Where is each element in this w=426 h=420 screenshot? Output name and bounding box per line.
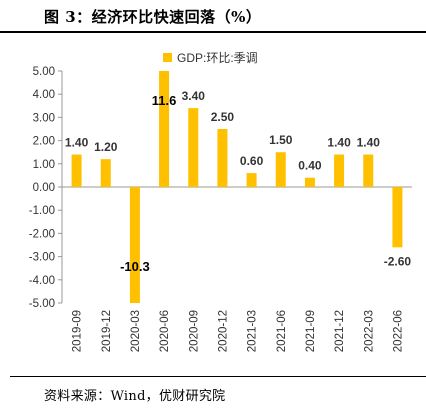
bar bbox=[71, 154, 82, 187]
y-tick-label: -5.00 bbox=[29, 298, 55, 310]
y-tick-label: -3.00 bbox=[29, 252, 55, 264]
header-rule bbox=[0, 31, 426, 33]
legend-swatch bbox=[163, 53, 172, 62]
footer-rule bbox=[10, 376, 426, 377]
data-label: -2.60 bbox=[384, 254, 412, 268]
x-tick-label: 2019-12 bbox=[101, 310, 113, 352]
data-labels: 1.40 1.20 -10.3 11.6 3.40 2.50 0.60 1.50 0.40 1.4… bbox=[65, 89, 412, 274]
y-tick-label: -4.00 bbox=[29, 275, 55, 287]
data-label: 11.6 bbox=[152, 93, 177, 108]
x-axis: 2019-09 2019-12 2020-03 2020-06 2020-09 2020-… bbox=[62, 186, 412, 352]
bar bbox=[188, 108, 199, 187]
x-tick-label: 2020-09 bbox=[188, 310, 200, 352]
bar bbox=[392, 187, 403, 248]
y-tick-label: 4.00 bbox=[33, 89, 55, 101]
data-label: 1.40 bbox=[65, 136, 89, 150]
data-label: 1.40 bbox=[357, 136, 381, 150]
x-tick-label: 2021-03 bbox=[247, 310, 259, 352]
chart-legend: GDP:环比:季调 bbox=[163, 51, 258, 65]
bar bbox=[334, 154, 345, 187]
x-tick-label: 2021-09 bbox=[305, 310, 317, 352]
data-label: 1.50 bbox=[269, 133, 293, 147]
legend-label: GDP:环比:季调 bbox=[177, 51, 258, 65]
y-tick-label: -1.00 bbox=[29, 205, 55, 217]
bar-series bbox=[71, 71, 403, 303]
x-tick-label: 2020-06 bbox=[159, 310, 171, 352]
data-label: 3.40 bbox=[182, 89, 206, 103]
x-tick-label: 2019-09 bbox=[72, 310, 84, 352]
y-tick-label: 1.00 bbox=[33, 159, 55, 171]
data-label: 2.50 bbox=[211, 110, 235, 124]
bar bbox=[100, 159, 111, 187]
data-label: 0.40 bbox=[298, 159, 322, 173]
x-tick-label: 2021-12 bbox=[334, 310, 346, 352]
x-tick-label: 2020-03 bbox=[130, 310, 142, 352]
data-label: 1.20 bbox=[94, 140, 118, 154]
y-tick-label: 2.00 bbox=[33, 136, 55, 148]
source-note: 资料来源：Wind，优财研究院 bbox=[44, 389, 226, 404]
data-label: 0.60 bbox=[240, 154, 264, 168]
y-tick-label: 5.00 bbox=[33, 66, 55, 78]
y-tick-label: 3.00 bbox=[33, 112, 55, 124]
bar bbox=[363, 154, 374, 187]
bar bbox=[217, 129, 228, 187]
y-tick-label: -2.00 bbox=[29, 228, 55, 240]
bar bbox=[275, 152, 286, 187]
data-label: 1.40 bbox=[327, 136, 351, 150]
data-label: -10.3 bbox=[120, 259, 150, 274]
figure-header: 图 3：经济环比快速回落（%） bbox=[0, 0, 426, 36]
bar-chart: GDP:环比:季调 5.00 4.00 3.00 2.00 1.00 0.00 -1.00 -… bbox=[29, 51, 412, 352]
figure-title: 图 3：经济环比快速回落（%） bbox=[44, 8, 262, 26]
x-tick-label: 2022-06 bbox=[392, 310, 404, 352]
x-tick-label: 2021-06 bbox=[276, 310, 288, 352]
bar bbox=[129, 187, 140, 303]
x-tick-label: 2022-03 bbox=[363, 310, 375, 352]
bar bbox=[246, 173, 257, 187]
y-axis: 5.00 4.00 3.00 2.00 1.00 0.00 -1.00 -2.00 -3.00 -… bbox=[29, 66, 63, 310]
bar bbox=[304, 177, 315, 187]
bar bbox=[159, 71, 170, 187]
x-tick-label: 2020-12 bbox=[217, 310, 229, 352]
y-tick-label: 0.00 bbox=[33, 182, 55, 194]
